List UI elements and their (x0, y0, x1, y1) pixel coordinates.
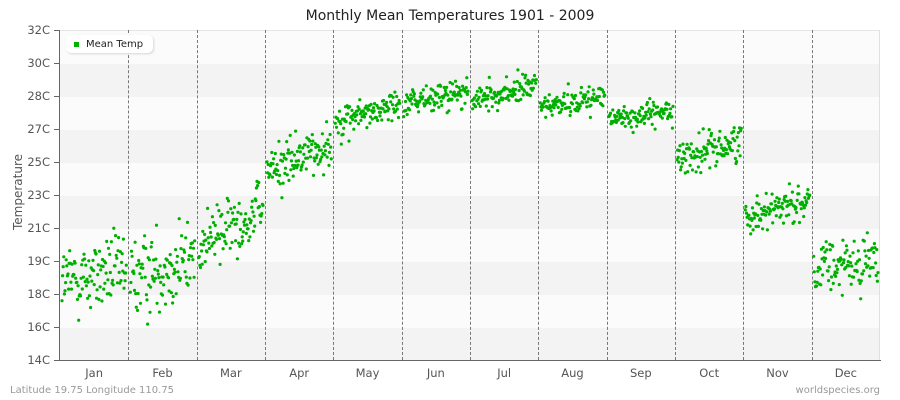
x-tick-label: Mar (219, 366, 242, 380)
x-tick-label: Oct (699, 366, 720, 380)
y-tick-label: 14C (27, 353, 50, 367)
x-tick-label: Nov (766, 366, 789, 380)
y-tick-label: 30C (27, 56, 50, 70)
grid-band (60, 196, 879, 229)
x-axis (59, 360, 881, 361)
grid-band (60, 163, 879, 196)
y-tick (54, 63, 60, 64)
month-separator (128, 30, 130, 360)
chart-title: Monthly Mean Temperatures 1901 - 2009 (305, 8, 595, 24)
y-tick (54, 129, 60, 130)
y-tick-label: 16C (27, 320, 50, 334)
source-link[interactable]: worldspecies.org (795, 385, 880, 396)
grid-band (60, 229, 879, 262)
month-separator (401, 30, 403, 360)
month-separator (811, 30, 813, 360)
y-tick-label: 27C (27, 122, 50, 136)
month-separator (333, 30, 335, 360)
y-tick (54, 261, 60, 262)
y-tick-label: 28C (27, 89, 50, 103)
y-tick-label: 19C (27, 254, 50, 268)
location-caption: Latitude 19.75 Longitude 110.75 (10, 385, 175, 396)
x-tick-label: Jan (85, 366, 104, 380)
y-tick-label: 32C (27, 23, 50, 37)
grid-band (60, 328, 879, 361)
y-tick-label: 21C (27, 221, 50, 235)
grid-band (60, 262, 879, 295)
legend[interactable]: Mean Temp (66, 35, 154, 53)
y-tick (54, 228, 60, 229)
x-tick-label: Apr (289, 366, 310, 380)
grid-band (60, 295, 879, 328)
y-tick-label: 18C (27, 287, 50, 301)
month-separator (675, 30, 676, 360)
x-tick-label: May (355, 366, 380, 380)
x-tick-label: Aug (561, 366, 584, 380)
grid-band (60, 130, 879, 163)
y-tick (54, 294, 60, 295)
x-tick-label: Feb (152, 366, 173, 380)
y-axis-title: Temperature (11, 154, 25, 231)
y-tick (54, 162, 60, 163)
y-tick (54, 195, 60, 196)
month-separator (743, 30, 745, 360)
legend-label: Mean Temp (86, 38, 144, 50)
month-separator (606, 30, 608, 360)
grid-band (60, 97, 879, 130)
y-tick (54, 360, 60, 361)
month-separator (265, 30, 266, 360)
y-tick (54, 96, 60, 97)
y-tick (54, 30, 60, 31)
month-separator (196, 30, 198, 360)
month-separator (470, 30, 471, 360)
y-tick-label: 25C (27, 155, 50, 169)
x-tick-label: Sep (629, 366, 652, 380)
legend-square-icon (74, 41, 79, 47)
y-tick-label: 23C (27, 188, 50, 202)
x-tick-label: Dec (834, 366, 857, 380)
y-tick (54, 327, 60, 328)
month-separator (538, 30, 540, 360)
x-tick-label: Jun (426, 366, 445, 380)
plot-area (60, 30, 880, 361)
x-tick-label: Jul (497, 366, 512, 380)
grid-band (60, 31, 879, 64)
